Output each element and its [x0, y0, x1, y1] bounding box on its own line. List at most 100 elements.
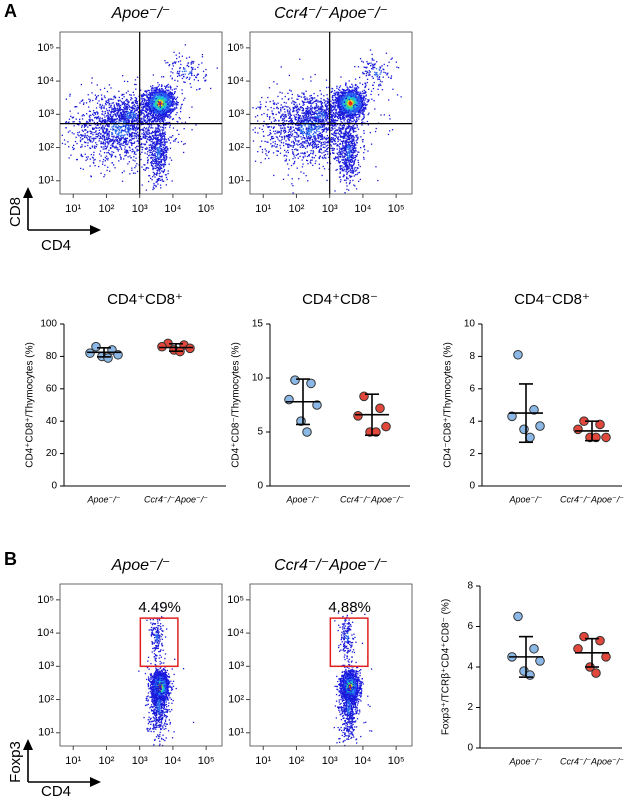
cell-event [176, 85, 178, 88]
cell-event [344, 118, 346, 120]
cell-event [142, 107, 144, 110]
cell-event [156, 88, 158, 90]
cell-event [136, 101, 138, 103]
cell-event [142, 112, 144, 114]
cell-event [69, 93, 71, 95]
cell-event [151, 154, 154, 156]
cell-event [85, 159, 87, 161]
cell-event [68, 146, 70, 148]
cell-event [107, 124, 109, 126]
cell-event [100, 128, 102, 130]
cell-event [106, 115, 108, 117]
cell-event [162, 120, 164, 122]
cell-event [107, 119, 109, 122]
cell-event [201, 56, 204, 58]
cell-event [84, 141, 86, 144]
cell-event [142, 121, 144, 123]
cell-event [102, 138, 104, 140]
cell-event [353, 119, 355, 122]
cell-event [79, 140, 82, 143]
cell-event [98, 120, 100, 122]
cell-event [116, 103, 118, 105]
cell-event [163, 124, 165, 127]
cell-event [154, 99, 156, 102]
cell-event [126, 106, 128, 109]
cell-event [189, 71, 191, 73]
cell-event [160, 103, 162, 106]
cell-event [167, 97, 169, 99]
cell-event [136, 170, 139, 173]
cell-event [148, 133, 150, 135]
cell-event [137, 114, 140, 116]
cell-event [171, 180, 173, 182]
cell-event [148, 131, 150, 133]
cell-event [152, 113, 154, 115]
cell-event [149, 114, 151, 116]
cell-event [97, 133, 99, 135]
cell-event [165, 99, 168, 102]
cell-event [108, 100, 110, 102]
cell-event [145, 104, 147, 106]
cell-event [100, 143, 102, 145]
cell-event [82, 130, 84, 132]
cell-event [163, 170, 165, 172]
cell-event [104, 139, 106, 141]
cell-event [152, 176, 154, 178]
cell-event [156, 142, 159, 144]
cell-event [156, 181, 158, 183]
cell-event [116, 134, 118, 136]
cell-event [143, 115, 145, 117]
cell-event [73, 144, 75, 146]
cell-event [135, 165, 137, 167]
cell-event [159, 142, 161, 144]
cell-event [176, 120, 178, 123]
cell-event [166, 178, 168, 181]
cell-event [108, 118, 110, 121]
cell-event [146, 103, 148, 105]
cell-event [67, 141, 69, 143]
cell-event [100, 141, 102, 143]
cell-event [148, 127, 150, 129]
cell-event [152, 115, 154, 117]
cell-event [84, 133, 86, 135]
cell-event [105, 137, 108, 139]
cell-event [166, 146, 168, 148]
cell-event [136, 121, 138, 124]
cell-event [95, 142, 97, 144]
cell-event [91, 131, 93, 133]
cell-event [118, 128, 120, 131]
cell-event [154, 119, 156, 121]
cell-event [141, 106, 143, 108]
cell-event [115, 118, 117, 121]
cell-event [163, 144, 166, 147]
cell-event [356, 117, 358, 119]
cell-event [134, 99, 136, 102]
cell-event [166, 110, 168, 113]
cell-event [97, 112, 99, 114]
cell-event [161, 85, 163, 87]
cell-event [150, 177, 152, 179]
cell-event [186, 64, 189, 66]
cell-event [184, 73, 186, 75]
cell-event [165, 102, 167, 104]
cell-event [126, 134, 129, 136]
cell-event [164, 60, 166, 62]
cell-event [336, 91, 338, 93]
cell-event [153, 104, 155, 106]
cell-event [180, 104, 183, 106]
cell-event [154, 162, 156, 164]
cell-events [252, 49, 402, 194]
cell-event [101, 113, 103, 115]
cell-event [114, 121, 116, 123]
flow-axis-label: CD8 [7, 197, 24, 227]
cell-event [111, 151, 113, 153]
cell-event [88, 106, 90, 108]
cell-event [137, 115, 140, 117]
cell-event [89, 101, 91, 103]
cell-event [133, 113, 135, 115]
cell-event [89, 165, 91, 167]
cell-event [125, 112, 128, 114]
cell-event [154, 95, 156, 97]
cell-event [148, 147, 151, 149]
cell-event [172, 72, 174, 74]
